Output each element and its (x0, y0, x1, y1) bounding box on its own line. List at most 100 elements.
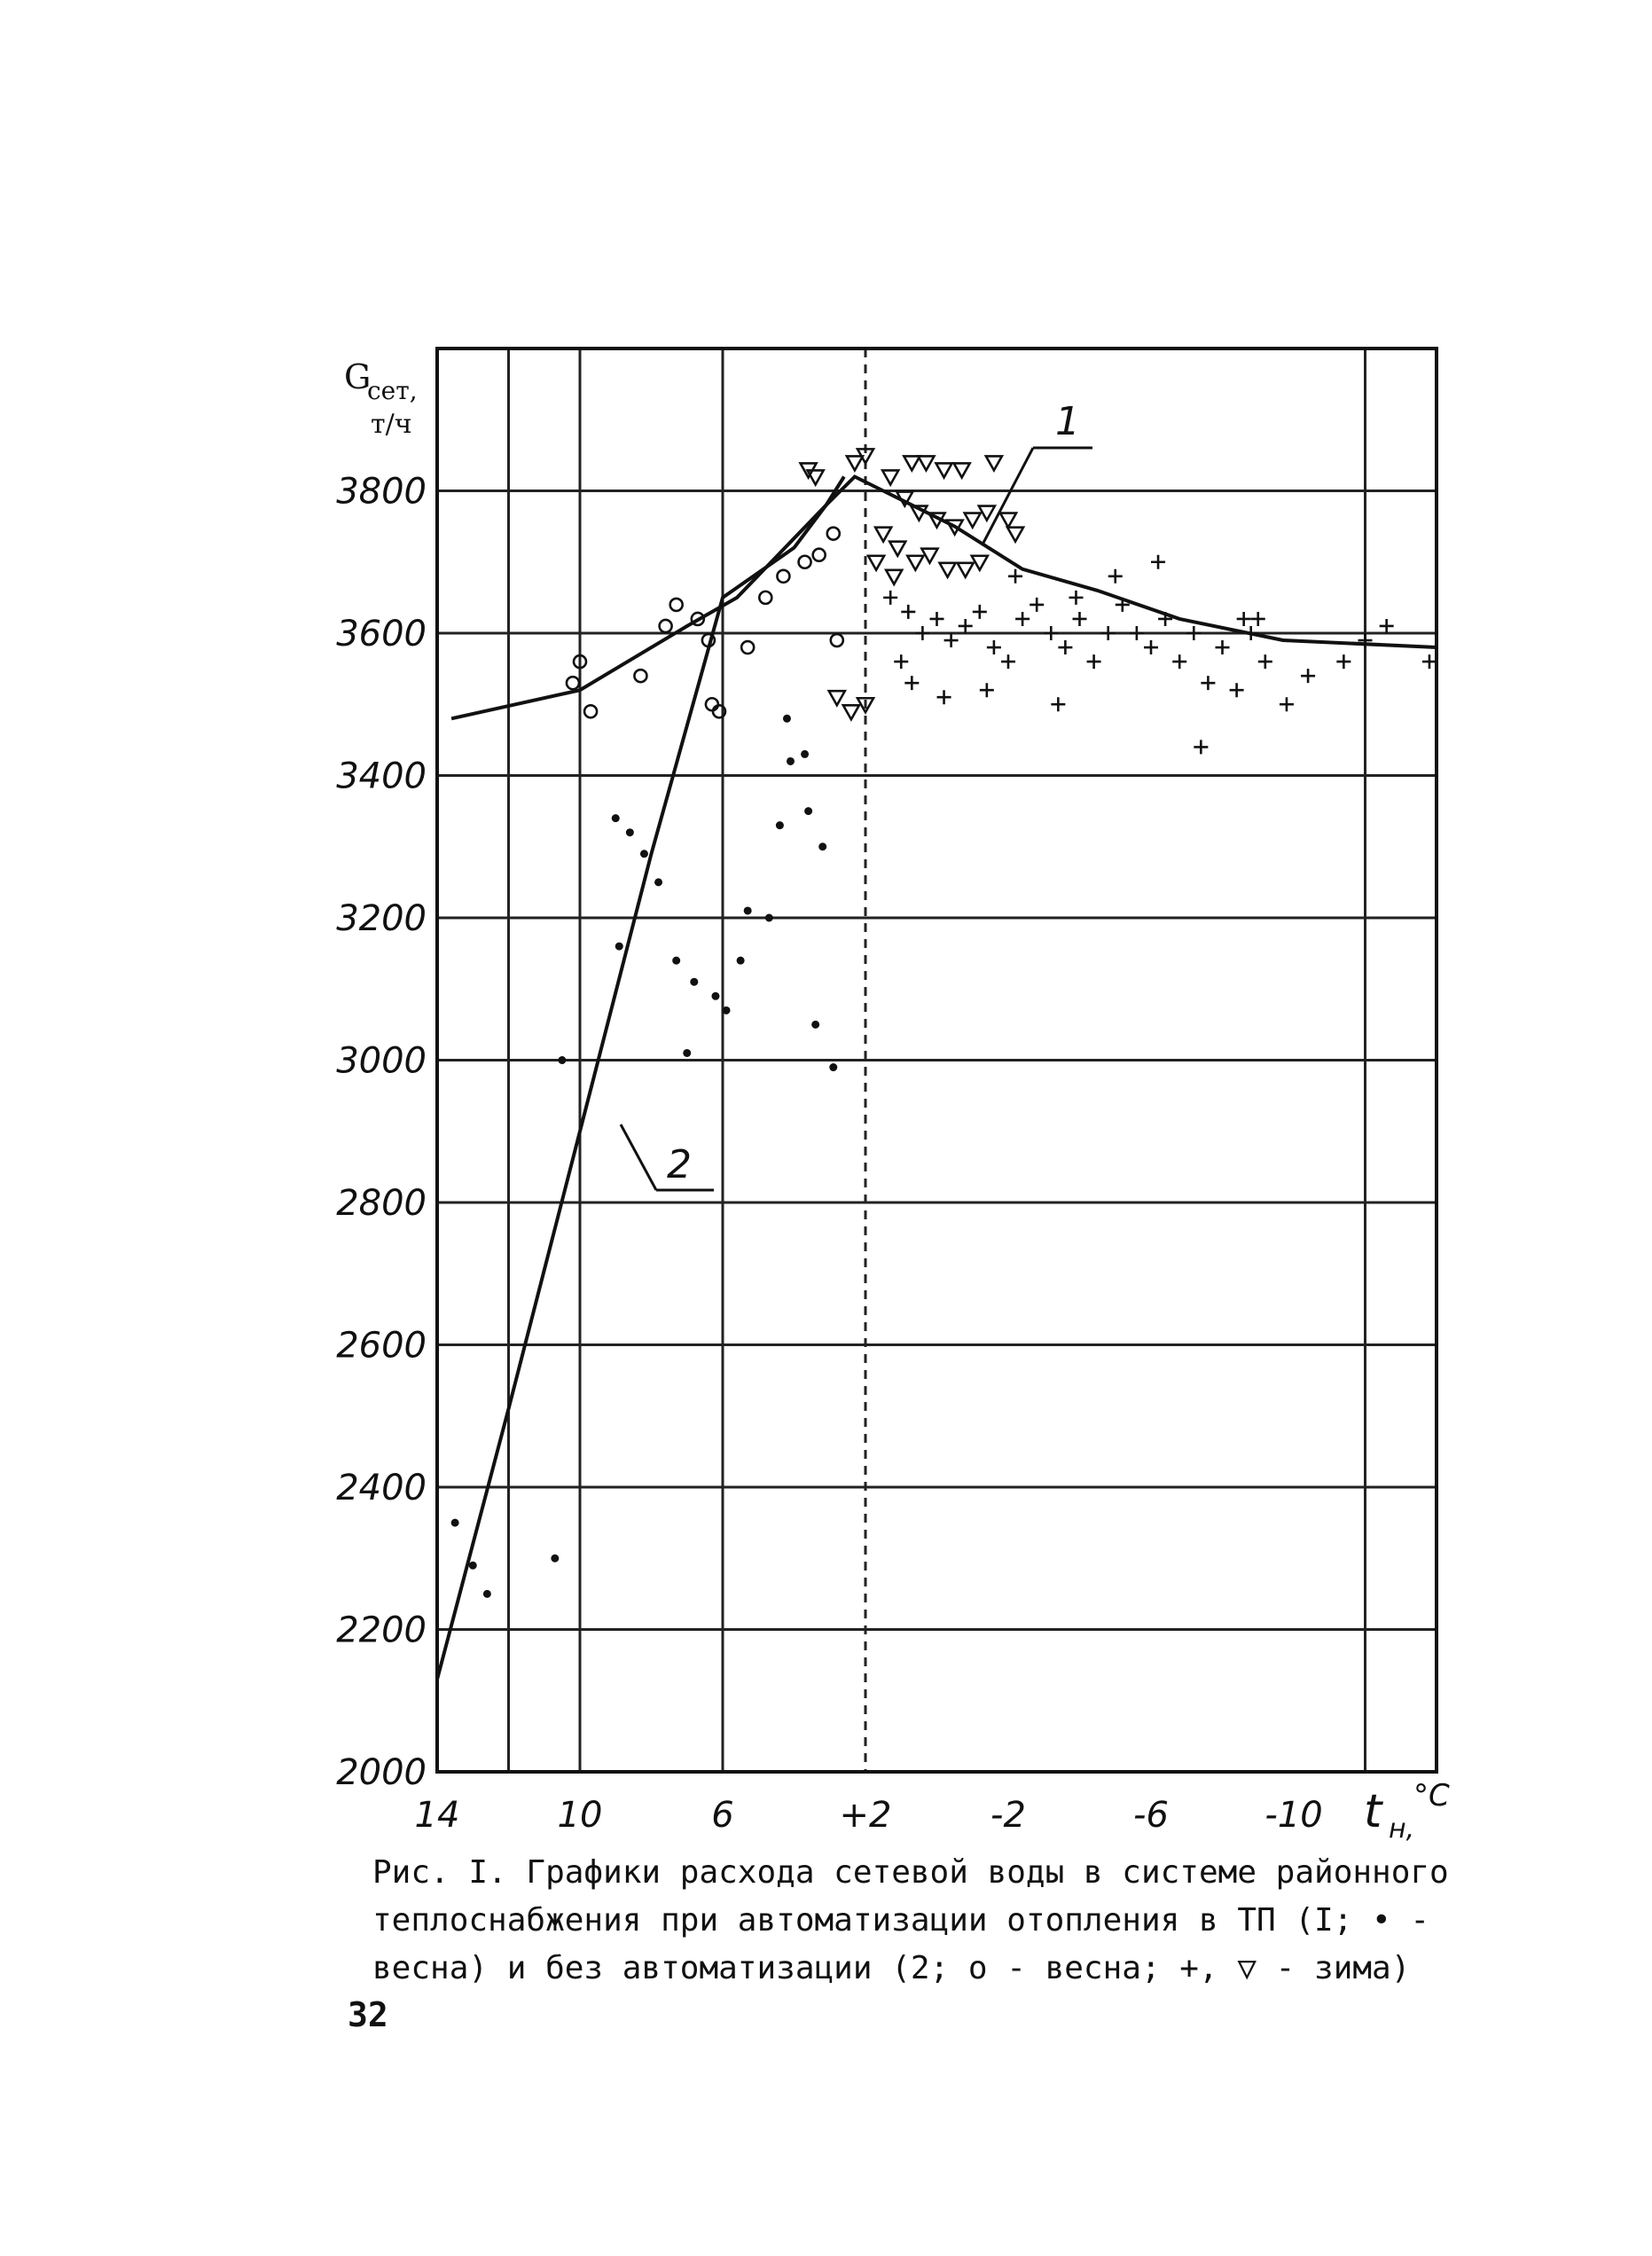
y-axis-label: G сет, т/ч (344, 357, 418, 440)
data-point-dot (551, 1554, 560, 1563)
x-tick-label: 10 (558, 1795, 603, 1836)
plot-border (435, 347, 1438, 1774)
data-point-triangle (826, 689, 848, 708)
data-point-triangle (855, 696, 876, 715)
y-tick-label: 2600 (336, 1326, 427, 1367)
figure-caption: Рис. I. Графики расхода сетевой воды в с… (372, 1849, 1472, 1993)
data-point-triangle (844, 455, 865, 474)
data-point-circle (704, 696, 720, 712)
data-point-dot (786, 756, 795, 765)
series-lines (435, 474, 1437, 1680)
data-point-plus (943, 633, 959, 648)
callout-1: 1 (981, 399, 1092, 545)
data-point-plus (986, 640, 1001, 655)
data-point-triangle (883, 568, 904, 587)
data-point-triangle (969, 554, 990, 573)
data-markers (450, 448, 1437, 1598)
data-point-triangle (887, 540, 908, 559)
data-point-plus (1301, 669, 1316, 684)
y-tick-label: 3400 (336, 756, 427, 797)
data-point-plus (1144, 640, 1158, 655)
data-point-plus (1115, 597, 1130, 612)
data-point-triangle (955, 561, 975, 580)
data-point-plus (1015, 611, 1030, 626)
data-point-plus (1229, 683, 1244, 698)
y-tick-label: 2000 (336, 1752, 427, 1793)
data-point-dot (764, 913, 773, 922)
data-point-plus (1172, 654, 1187, 670)
data-point-plus (1236, 611, 1251, 626)
series-line-1 (450, 474, 1437, 721)
data-point-triangle (976, 505, 998, 523)
data-point-circle (701, 632, 716, 648)
y-tick-label: 2800 (336, 1183, 427, 1224)
data-point-dot (801, 749, 810, 758)
y-axis-unit: т/ч (371, 409, 412, 440)
data-point-dot (804, 807, 813, 816)
data-point-plus (1194, 740, 1209, 755)
data-point-triangle (927, 512, 947, 530)
data-point-circle (811, 547, 826, 563)
x-tick-label: -2 (990, 1795, 1026, 1836)
data-point-circle (776, 568, 791, 584)
data-point-triangle (920, 547, 940, 566)
data-point-plus (904, 676, 920, 691)
data-point-dot (775, 821, 784, 830)
y-axis-title-subscript: сет, (367, 376, 418, 405)
data-point-plus (915, 626, 930, 640)
data-point-dot (683, 1048, 692, 1057)
data-point-plus (1072, 611, 1087, 626)
chart: 2000 2200 2400 2600 2800 3000 3200 3400 3600 3800… (336, 347, 1450, 1845)
data-point-circle (711, 703, 727, 719)
data-point-plus (1279, 697, 1294, 712)
data-point-circle (633, 668, 648, 684)
plot-frame (435, 347, 1438, 1774)
data-point-plus (1358, 633, 1373, 648)
data-point-triangle (895, 490, 915, 509)
x-axis-title: t (1364, 1785, 1383, 1838)
data-point-circle (565, 675, 581, 691)
tick-labels: 2000 2200 2400 2600 2800 3000 3200 3400 3600 3800… (336, 472, 1322, 1837)
data-point-plus (1336, 654, 1351, 670)
data-point-plus (1201, 676, 1216, 691)
data-point-dot (615, 942, 623, 951)
data-point-triangle (937, 561, 958, 580)
caption-line: теплоснабжения при автоматизации отоплен… (372, 1902, 1430, 1939)
data-point-dot (468, 1561, 477, 1570)
data-point-plus (1008, 568, 1023, 584)
data-point-plus (1108, 568, 1123, 584)
data-point-plus (894, 654, 909, 670)
data-point-dot (782, 714, 791, 723)
callout-1-leader (981, 447, 1035, 545)
data-point-triangle (902, 455, 922, 474)
data-point-triangle (905, 554, 926, 573)
data-point-dot (654, 878, 663, 887)
y-tick-label: 3200 (336, 898, 427, 939)
data-point-triangle (865, 554, 887, 573)
data-point-dot (611, 814, 620, 823)
x-tick-label: -6 (1133, 1795, 1169, 1836)
grid (437, 349, 1437, 1772)
data-point-dot (811, 1020, 820, 1029)
x-tick-label: 14 (415, 1795, 460, 1836)
data-point-plus (1069, 590, 1084, 605)
data-point-plus (1243, 626, 1258, 640)
data-point-triangle (873, 526, 894, 544)
data-point-triangle (880, 469, 901, 488)
data-point-dot (743, 906, 752, 915)
callout-2-leader (619, 1124, 658, 1191)
data-point-plus (1044, 626, 1059, 640)
data-point-dot (672, 956, 681, 965)
data-point-dot (558, 1056, 567, 1064)
y-tick-label: 3000 (336, 1041, 427, 1082)
callout-2: 2 (619, 1124, 714, 1192)
data-point-plus (972, 604, 987, 619)
page-number: 32 (348, 1995, 388, 2034)
data-point-plus (929, 611, 944, 626)
data-point-dot (450, 1518, 459, 1527)
data-point-triangle (855, 448, 876, 466)
data-point-plus (936, 690, 951, 705)
data-point-dot (690, 977, 699, 986)
data-point-plus (1379, 618, 1394, 633)
data-point-plus (1030, 597, 1045, 612)
